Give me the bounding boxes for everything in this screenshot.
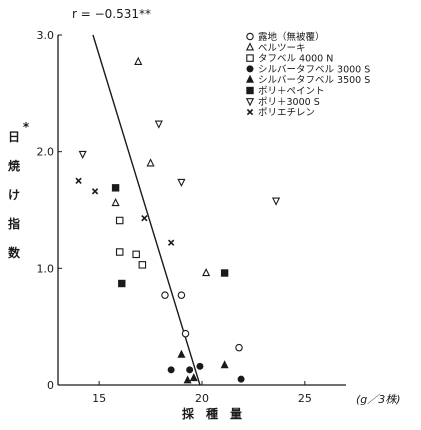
data-point-triangle-filled (189, 373, 198, 382)
legend-label: シルバータフベル 3500 S (258, 75, 370, 86)
data-point-square-filled (111, 184, 120, 192)
data-point-triangle-down-open (78, 150, 87, 160)
x-cross-stroke (167, 239, 175, 246)
data-point-circle-open (177, 291, 186, 299)
x-cross-stroke (141, 215, 148, 222)
y-axis-label-char: 日 (8, 130, 20, 144)
y-axis-label-char: 焼 (8, 158, 20, 173)
legend-marker-square-open (246, 54, 254, 62)
legend-label: ポリ＋ペイント (258, 86, 325, 97)
x-tick-label: 25 (298, 392, 312, 405)
data-point-circle-filled (186, 366, 194, 374)
legend-label: ポリ＋3000 S (258, 97, 320, 108)
legend-marker-triangle-down-open (245, 98, 255, 107)
data-point-x-cross (91, 188, 99, 195)
regression-line (92, 34, 201, 386)
data-point-x-cross (167, 239, 175, 246)
data-point-x-cross (75, 177, 82, 184)
data-point-triangle-open (146, 158, 155, 167)
data-point-triangle-down-open (154, 120, 163, 129)
data-point-square-filled (220, 269, 229, 277)
data-point-circle-filled (167, 366, 175, 374)
x-axis-unit: (g／3株) (356, 393, 401, 406)
data-point-triangle-open (202, 267, 211, 277)
x-axis-label: 採 種 量 (182, 406, 242, 421)
x-cross-stroke (91, 188, 99, 195)
x-tick-label: 15 (92, 392, 106, 405)
y-tick-label: 0 (47, 379, 54, 392)
x-tick-label: 20 (195, 392, 209, 405)
data-point-circle-open (235, 343, 243, 352)
legend-label: ベルツーキ (258, 43, 306, 54)
data-point-triangle-open (111, 197, 120, 207)
legend-marker-triangle-open (245, 42, 255, 51)
data-point-triangle-filled (220, 360, 229, 369)
y-tick-label: 3.0 (37, 29, 55, 42)
x-cross-stroke (246, 108, 254, 116)
legend-marker-x-cross (246, 108, 254, 116)
legend-label: タフベル 4000 N (258, 54, 333, 65)
correlation-label: r = −0.531** (72, 7, 151, 21)
data-point-square-open (132, 250, 140, 259)
data-point-triangle-filled (183, 375, 192, 384)
legend-marker-triangle-filled (245, 74, 255, 83)
data-point-circle-filled (237, 375, 245, 383)
legend-label: 露地（無被覆） (258, 31, 325, 43)
legend-label: ポリエチレン (258, 108, 315, 119)
data-point-square-open (115, 216, 124, 225)
data-point-circle-open (161, 291, 169, 299)
data-point-square-open (138, 261, 147, 269)
y-axis-label-char: 数 (8, 245, 21, 260)
y-tick-label: 2.0 (37, 146, 55, 159)
data-point-x-cross (141, 215, 148, 222)
data-point-circle-filled (196, 362, 204, 370)
data-point-square-open (115, 248, 124, 256)
y-tick-label: 1.0 (37, 262, 55, 275)
data-point-square-filled (118, 279, 126, 288)
y-axis-label-char: 指 (8, 216, 20, 231)
x-cross-stroke (75, 177, 82, 184)
y-axis-label-char: け (8, 188, 20, 202)
data-point-triangle-filled (177, 349, 186, 358)
legend-label: シルバータフベル 3000 S (258, 64, 370, 75)
legend-marker-square-filled (246, 86, 254, 95)
data-point-circle-open (181, 329, 190, 338)
y-axis-label-marker: * (23, 120, 30, 134)
legend-marker-circle-filled (246, 65, 254, 73)
legend-marker-circle-open (246, 32, 254, 41)
data-point-triangle-open (134, 56, 143, 65)
data-point-triangle-down-open (271, 197, 281, 206)
data-point-triangle-down-open (177, 178, 186, 188)
